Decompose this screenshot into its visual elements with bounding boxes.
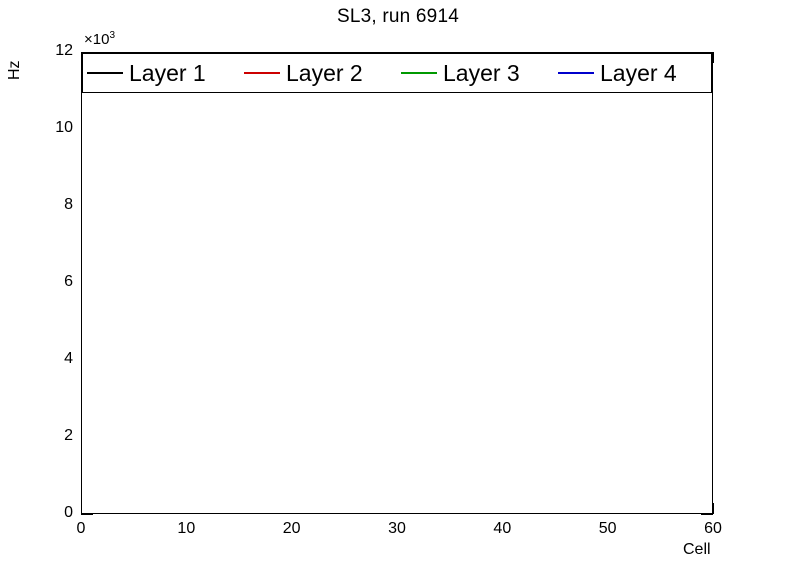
legend-entry-2[interactable]: Layer 2 [240, 59, 397, 86]
y-tick [81, 514, 93, 515]
y-tick-label: 6 [64, 273, 73, 290]
y-axis-exponent-base: ×10 [84, 31, 110, 48]
x-axis-title: Cell [683, 541, 711, 558]
x-tick-label: 0 [76, 520, 86, 537]
x-tick-label: 60 [704, 520, 722, 537]
legend-label: Layer 3 [443, 59, 520, 86]
y-tick-label: 2 [64, 427, 73, 444]
x-tick-label: 20 [282, 520, 301, 537]
y-axis-title: Hz [6, 26, 24, 80]
legend-label: Layer 4 [600, 59, 677, 86]
y-axis-title-text: Hz [6, 60, 23, 80]
legend-swatch-icon [87, 72, 123, 74]
legend: Layer 1 Layer 2 Layer 3 Layer 4 [82, 53, 712, 93]
y-tick-label: 0 [64, 504, 73, 521]
x-tick-label: 30 [388, 520, 406, 537]
legend-entry-1[interactable]: Layer 1 [83, 59, 240, 86]
x-tick [713, 503, 714, 514]
x-tick-label: 10 [177, 520, 196, 537]
y-axis-exponent-power: 3 [109, 30, 116, 41]
legend-entry-3[interactable]: Layer 3 [397, 59, 554, 86]
legend-entry-4[interactable]: Layer 4 [554, 59, 711, 86]
y-tick-right [701, 514, 713, 515]
legend-swatch-icon [558, 72, 594, 74]
y-tick-label: 12 [55, 42, 73, 59]
legend-swatch-icon [244, 72, 280, 74]
y-axis-exponent: ×103 [84, 30, 115, 48]
legend-label: Layer 1 [129, 59, 206, 86]
x-tick-label: 40 [493, 520, 512, 537]
plot-frame [81, 52, 713, 514]
x-tick-top [713, 52, 714, 63]
x-tick-label: 50 [598, 520, 617, 537]
page-title: SL3, run 6914 [337, 6, 459, 27]
legend-label: Layer 2 [286, 59, 363, 86]
y-tick-label: 10 [55, 119, 73, 136]
y-tick-label: 8 [64, 196, 73, 213]
y-tick-label: 4 [64, 350, 73, 367]
legend-swatch-icon [401, 72, 437, 74]
